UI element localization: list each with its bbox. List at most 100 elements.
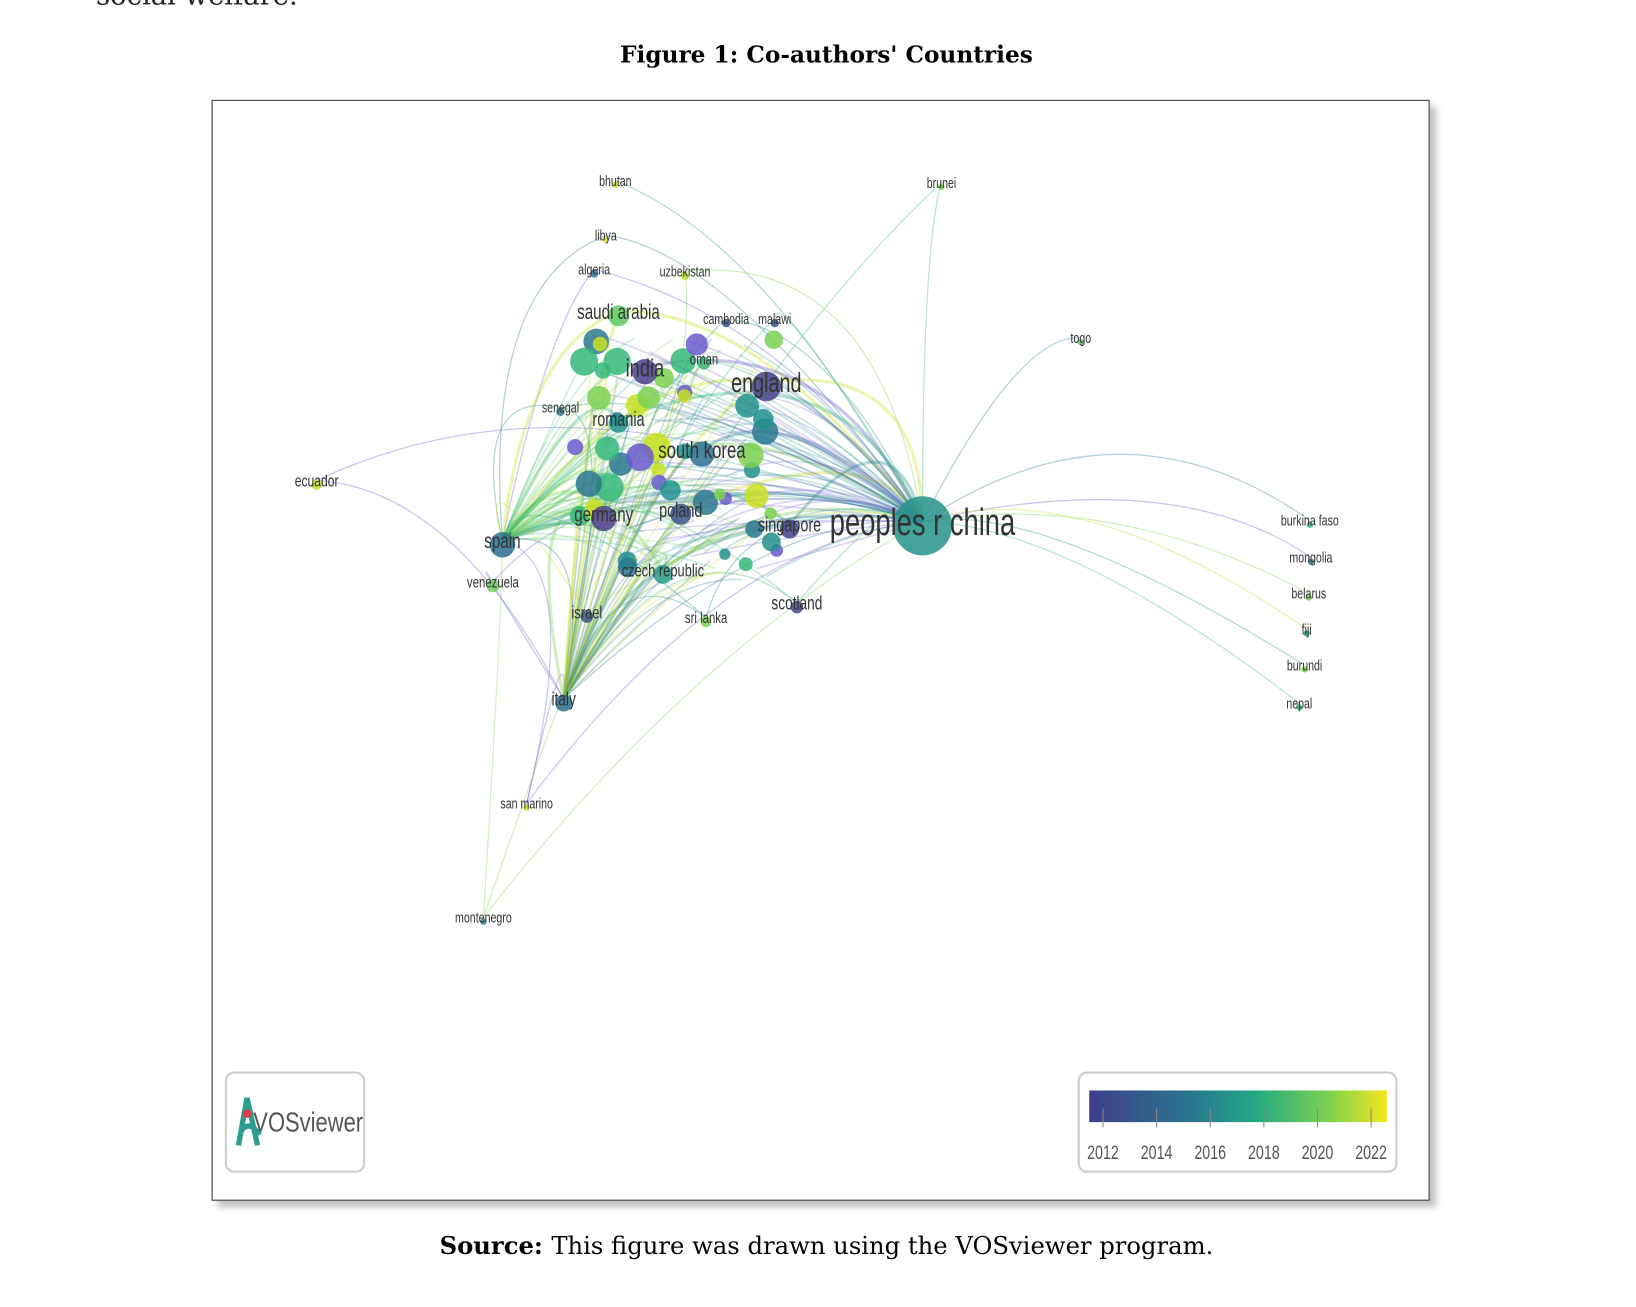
source-text: This figure was drawn using the VOSviewe… xyxy=(551,1231,1213,1260)
node xyxy=(738,557,753,572)
edge xyxy=(501,511,614,544)
node-label: germany xyxy=(574,502,634,526)
node xyxy=(751,371,782,402)
network-edges xyxy=(316,180,1312,918)
edge xyxy=(668,474,923,523)
edge xyxy=(605,234,924,522)
node-label: mongolia xyxy=(1289,549,1333,566)
logo-text: VOSviewer xyxy=(253,1108,363,1138)
node xyxy=(744,483,769,508)
edge xyxy=(562,517,740,700)
node-label: brunei xyxy=(927,174,957,191)
node-label: algeria xyxy=(578,261,611,278)
node xyxy=(567,439,584,456)
node-label: spain xyxy=(484,528,520,552)
network-labels: bhutan brunei libya algeria uzbekistan saudi … xyxy=(295,172,1339,926)
edge xyxy=(921,337,1081,522)
edge xyxy=(652,493,923,523)
edge xyxy=(563,358,705,700)
node xyxy=(764,330,784,349)
source-line: Source: This figure was drawn using the V… xyxy=(440,1231,1214,1260)
node xyxy=(486,579,500,593)
edge xyxy=(502,539,552,804)
edge xyxy=(702,366,924,523)
logo-icon-dot xyxy=(242,1109,252,1118)
legend-tick-label: 2020 xyxy=(1302,1142,1334,1163)
edge xyxy=(658,373,923,523)
edge xyxy=(562,572,730,700)
edge xyxy=(617,515,923,560)
node xyxy=(609,413,629,433)
node xyxy=(651,462,666,477)
node xyxy=(753,408,774,430)
edge xyxy=(502,535,710,551)
edge xyxy=(562,451,736,700)
edge xyxy=(501,369,621,541)
edge xyxy=(712,360,924,523)
edge xyxy=(661,507,923,572)
edge xyxy=(501,268,595,541)
source-label: Source: xyxy=(440,1231,543,1260)
node-label: czech republic xyxy=(622,561,705,581)
edge xyxy=(501,412,595,541)
edge xyxy=(629,519,923,533)
node xyxy=(697,356,711,370)
node xyxy=(670,503,692,525)
node xyxy=(780,519,800,539)
node-label: senegal xyxy=(542,399,579,416)
edge xyxy=(563,521,769,700)
node xyxy=(637,386,660,409)
edge xyxy=(526,673,565,804)
edge xyxy=(502,479,641,542)
node xyxy=(556,407,565,417)
edge xyxy=(316,426,923,523)
edge xyxy=(662,406,923,523)
edge xyxy=(562,459,665,700)
node-label: uzbekistan xyxy=(660,263,711,280)
node-label: nepal xyxy=(1286,695,1312,712)
edge xyxy=(562,437,748,700)
edge xyxy=(757,392,924,523)
node-label: libya xyxy=(595,227,618,244)
node-label: sri lanka xyxy=(685,609,728,626)
figure-caption: Figure 1: Co-authors' Countries xyxy=(620,41,1033,68)
edge xyxy=(562,522,685,700)
legend-tick-label: 2012 xyxy=(1087,1142,1119,1163)
node-label: scotland xyxy=(771,592,822,614)
edge xyxy=(562,571,607,700)
edge xyxy=(654,417,924,523)
edge xyxy=(502,526,669,558)
edge xyxy=(726,318,924,522)
node-label: bhutan xyxy=(599,172,632,189)
edge xyxy=(689,341,924,523)
edge xyxy=(499,234,607,541)
node-label: cambodia xyxy=(703,310,750,327)
edge xyxy=(705,514,923,618)
edge xyxy=(562,456,724,700)
edge xyxy=(678,419,923,523)
node-label: england xyxy=(731,368,801,399)
legend-tick-label: 2014 xyxy=(1141,1142,1173,1163)
node xyxy=(603,347,631,375)
edge xyxy=(502,522,602,542)
node-label: malawi xyxy=(758,310,791,327)
color-bar xyxy=(1089,1090,1387,1123)
edge xyxy=(615,180,924,522)
edge xyxy=(562,311,621,699)
edge xyxy=(562,338,712,700)
node xyxy=(721,318,731,328)
edge xyxy=(563,520,923,700)
edge xyxy=(594,268,924,522)
edge xyxy=(562,361,716,700)
node xyxy=(612,181,619,189)
node xyxy=(595,473,624,502)
node xyxy=(938,183,945,191)
edge xyxy=(482,540,504,918)
edge xyxy=(624,460,923,523)
node xyxy=(1077,338,1084,346)
node xyxy=(680,271,690,280)
node-label: italy xyxy=(551,688,576,710)
edge xyxy=(659,359,924,523)
edge xyxy=(562,359,761,700)
